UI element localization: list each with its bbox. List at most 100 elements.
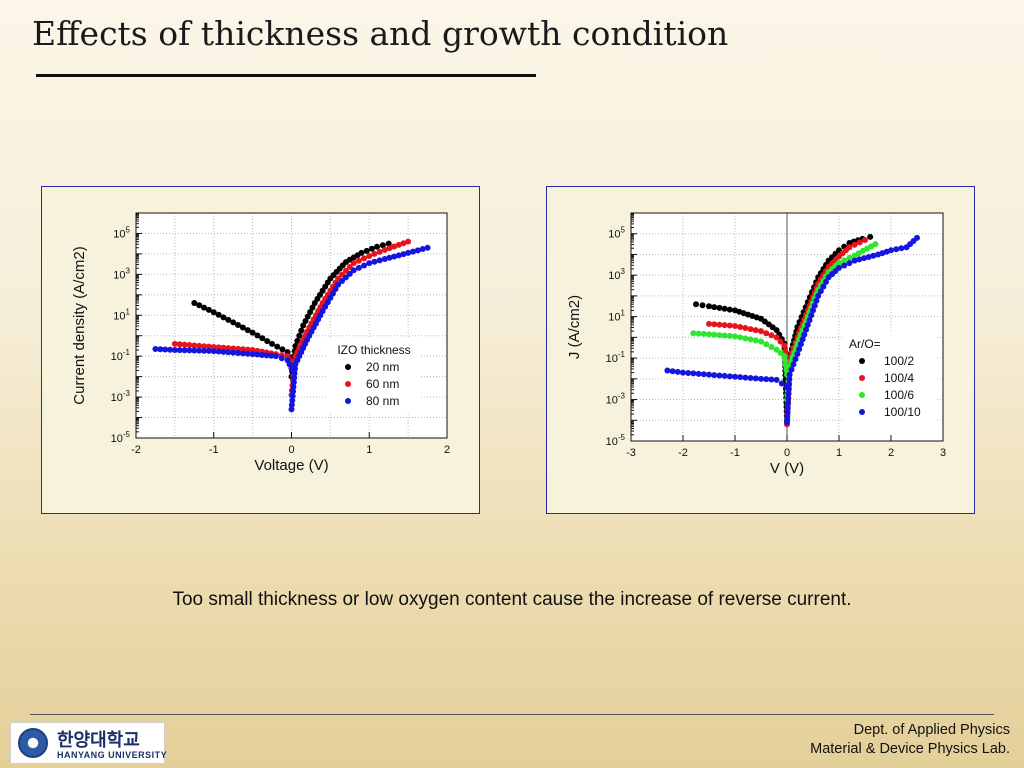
footer-divider	[30, 714, 994, 715]
data-point	[664, 367, 671, 374]
data-point	[716, 321, 723, 328]
data-point	[355, 264, 362, 271]
data-point	[836, 259, 842, 266]
data-point	[706, 320, 712, 327]
data-point	[846, 254, 853, 261]
data-point	[914, 234, 920, 241]
data-point	[792, 356, 799, 363]
data-point	[304, 313, 311, 320]
data-point	[811, 302, 818, 309]
data-point	[329, 290, 336, 297]
data-point	[788, 366, 795, 373]
data-point	[201, 304, 208, 311]
legend-title: IZO thickness	[337, 343, 410, 357]
data-point	[773, 334, 780, 341]
data-point	[752, 327, 759, 334]
y-tick-label: 103	[608, 267, 625, 282]
data-point	[785, 385, 792, 392]
data-point	[298, 327, 305, 334]
data-point	[288, 406, 295, 413]
chart-panel-ar-o-ratio: -3 -2 -1 0 1 2 3 10-5 10-3 10-1 101 103 105 V (V) J (A…	[546, 186, 975, 514]
data-point	[773, 376, 780, 383]
data-point	[810, 307, 816, 314]
data-point	[711, 331, 718, 338]
data-point	[391, 243, 398, 250]
y-tick-label: 103	[113, 266, 130, 281]
data-point	[865, 253, 872, 260]
data-point	[732, 322, 738, 329]
y-tick-label: 10-3	[606, 392, 626, 407]
x-tick-label: -2	[131, 444, 141, 456]
data-point	[785, 390, 792, 397]
data-point	[794, 350, 801, 357]
data-point	[342, 274, 349, 281]
data-point	[191, 300, 198, 306]
chart-legend: Ar/O=100/2 100/4 100/6 100/10	[843, 333, 935, 433]
data-point	[339, 278, 346, 285]
data-point	[186, 342, 193, 349]
data-point	[201, 347, 208, 354]
slide-title: Effects of thickness and growth conditio…	[32, 14, 729, 53]
data-point	[386, 245, 393, 252]
data-point	[205, 347, 212, 354]
data-point	[291, 374, 298, 381]
data-point	[786, 381, 793, 388]
data-point	[395, 241, 402, 248]
data-point	[747, 336, 754, 343]
data-point	[289, 397, 296, 404]
data-point	[898, 245, 905, 252]
data-point	[693, 301, 699, 308]
data-point	[690, 370, 697, 377]
data-point	[737, 324, 744, 330]
data-point	[181, 341, 188, 348]
data-point	[379, 242, 386, 249]
data-point	[196, 342, 203, 349]
legend-marker	[859, 375, 865, 381]
data-point	[424, 244, 431, 251]
data-point	[350, 267, 357, 274]
data-point	[335, 281, 342, 288]
data-point	[781, 342, 788, 349]
data-point	[249, 351, 256, 358]
legend-entry: 100/6	[884, 388, 914, 402]
data-point	[786, 371, 793, 378]
data-point	[680, 369, 686, 376]
chart-panel-thickness: -2 -1 0 1 2 10-5 10-3 10-1 101 103 105 Voltage (V) C…	[41, 186, 480, 514]
y-tick-label: 10-1	[111, 348, 131, 363]
data-point	[742, 374, 749, 381]
data-point	[803, 326, 810, 333]
data-point	[773, 327, 780, 334]
data-point	[288, 401, 295, 408]
data-point	[801, 331, 808, 338]
legend-box	[328, 339, 420, 412]
data-point	[752, 375, 759, 382]
y-tick-label: 101	[608, 309, 625, 324]
x-tick-label: -2	[678, 447, 688, 459]
data-point	[381, 256, 388, 263]
data-point	[815, 292, 822, 299]
data-point	[797, 341, 804, 348]
data-point	[291, 370, 298, 377]
data-point	[296, 332, 303, 339]
data-point	[721, 332, 728, 339]
data-point	[804, 321, 811, 328]
data-point	[405, 238, 412, 245]
data-point	[799, 336, 806, 343]
data-point	[205, 343, 212, 350]
data-point	[716, 332, 723, 339]
data-point	[171, 347, 178, 354]
data-point	[758, 328, 764, 335]
y-tick-label: 10-5	[111, 430, 131, 445]
data-point	[695, 330, 702, 337]
data-point	[324, 299, 331, 306]
data-point	[400, 240, 407, 247]
data-point	[196, 347, 203, 354]
data-point	[711, 321, 718, 328]
slide-caption: Too small thickness or low oxygen conten…	[172, 589, 852, 610]
data-point	[856, 239, 863, 246]
data-point	[269, 340, 276, 347]
data-point	[201, 343, 208, 350]
logo-korean-text: 한양대학교	[57, 730, 140, 750]
data-point	[152, 346, 159, 353]
data-point	[376, 248, 383, 255]
